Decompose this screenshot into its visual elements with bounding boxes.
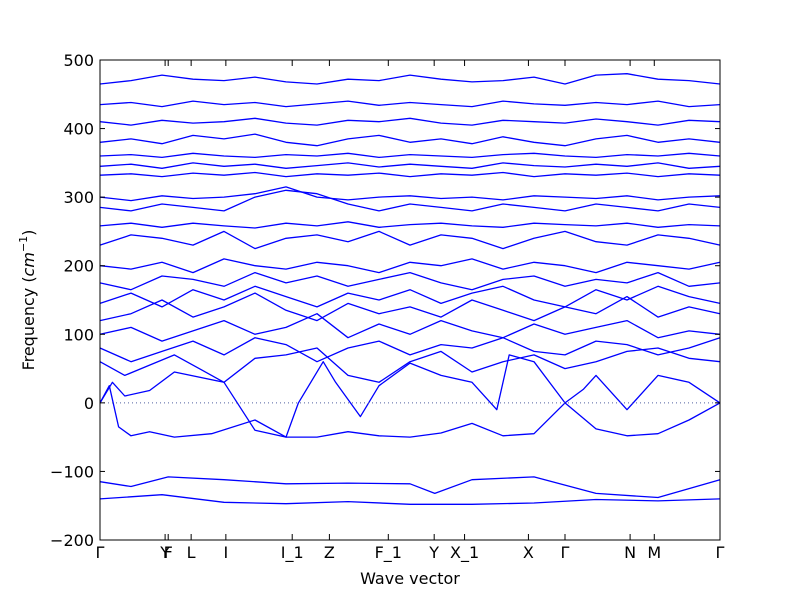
band-line-13 [99,221,721,229]
x-tick-label-8: F_1 [375,543,402,563]
x-tick-label-3: F [164,543,173,562]
x-tick-label-5: I [224,543,229,562]
band-line-11 [99,258,721,274]
y-tick-label: −200 [50,531,94,550]
x-tick-label-12: Γ [561,543,570,562]
band-line-7 [99,313,721,342]
y-tick-label: 200 [63,257,94,276]
plot-frame [99,59,721,541]
y-tick-label: 500 [63,51,94,70]
band-line-17 [99,162,721,169]
y-axis-ticks: −200 −100 0 100 200 300 400 500 [50,51,720,550]
band-line-16 [99,171,721,178]
x-tick-label-13: N [624,543,636,562]
band-line-4 [99,354,721,438]
x-tick-label-2: Y [159,543,170,562]
y-tick-label: 100 [63,325,94,344]
x-tick-label-10: X_1 [450,543,479,563]
band-line-21 [99,100,721,108]
x-axis-label: Wave vector [360,569,460,588]
band-line-10 [99,271,721,291]
y-axis-label: Frequency (cm−1) [17,230,38,371]
y-tick-label: 400 [63,120,94,139]
x-tick-label-15: Γ [716,543,725,562]
band-line-9 [99,285,721,308]
band-line-18 [99,152,721,159]
band-line-15 [99,186,721,202]
x-tick-label-7: Z [324,543,335,562]
band-line-22 [99,73,721,85]
band-line-5 [99,347,721,383]
y-tick-label: 0 [84,394,94,413]
band-line-14 [99,189,721,212]
band-lines [99,73,721,505]
band-line-3 [99,385,721,438]
band-line-1 [99,494,721,505]
band-line-6 [99,337,721,363]
x-tick-label-4: L [187,543,196,562]
band-line-19 [99,133,721,147]
x-tick-label-11: X [523,543,534,562]
x-axis-ticks: Γ YF L I I_1 Z F_1 Y X_1 X Γ N M Γ [96,60,725,563]
band-line-2 [99,476,721,499]
x-tick-label-9: Y [428,543,439,562]
band-line-12 [99,230,721,250]
y-tick-label: −100 [50,462,94,481]
band-line-8 [99,292,721,322]
x-tick-label-14: M [647,543,661,562]
x-tick-label-6: I_1 [281,543,304,563]
y-tick-label: 300 [63,188,94,207]
x-tick-label-1: Γ [96,543,105,562]
band-line-20 [99,117,721,126]
